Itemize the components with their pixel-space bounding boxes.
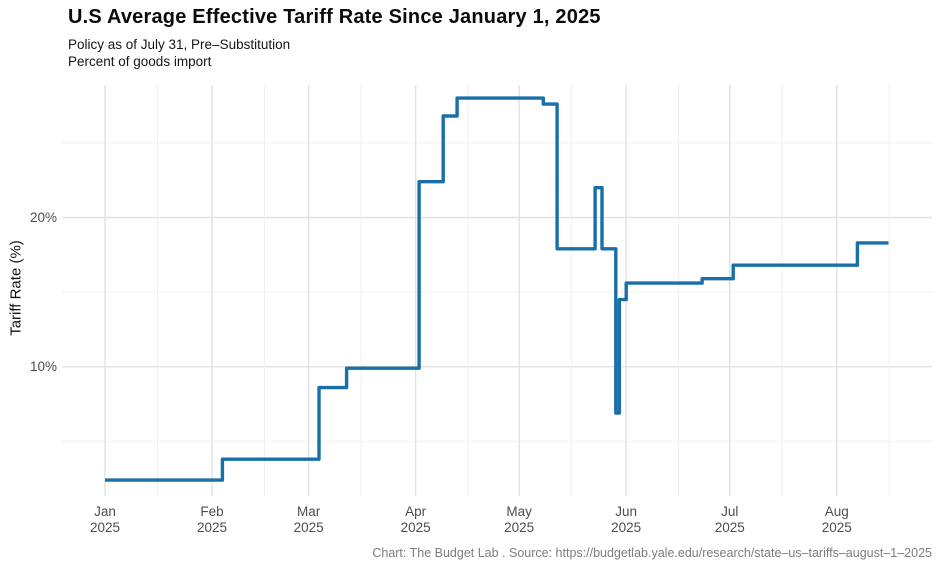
x-tick-label-month: Aug — [825, 504, 849, 519]
x-tick-label-year: 2025 — [822, 520, 852, 535]
y-tick-label: 10% — [30, 359, 57, 374]
x-tick-label-month: Jul — [721, 504, 738, 519]
x-tick-label-month: Feb — [200, 504, 223, 519]
x-tick-label-year: 2025 — [715, 520, 745, 535]
x-tick-label-month: Jan — [94, 504, 116, 519]
x-tick-label-month: May — [506, 504, 532, 519]
x-tick-label-month: Jun — [615, 504, 637, 519]
chart-subtitle-policy: Policy as of July 31, Pre–Substitution — [68, 37, 291, 52]
x-tick-label-month: Mar — [297, 504, 321, 519]
x-tick-label-year: 2025 — [294, 520, 324, 535]
y-tick-label: 20% — [30, 210, 57, 225]
x-tick-label-year: 2025 — [611, 520, 641, 535]
chart-source-caption: Chart: The Budget Lab . Source: https://… — [372, 546, 932, 560]
x-tick-label-year: 2025 — [504, 520, 534, 535]
x-tick-label-year: 2025 — [401, 520, 431, 535]
x-tick-label-year: 2025 — [90, 520, 120, 535]
x-tick-label-month: Apr — [405, 504, 427, 519]
chart-subtitle-units: Percent of goods import — [68, 54, 212, 69]
tariff-rate-step-line — [105, 96, 889, 482]
chart-title: U.S Average Effective Tariff Rate Since … — [68, 6, 601, 28]
x-tick-label-year: 2025 — [197, 520, 227, 535]
